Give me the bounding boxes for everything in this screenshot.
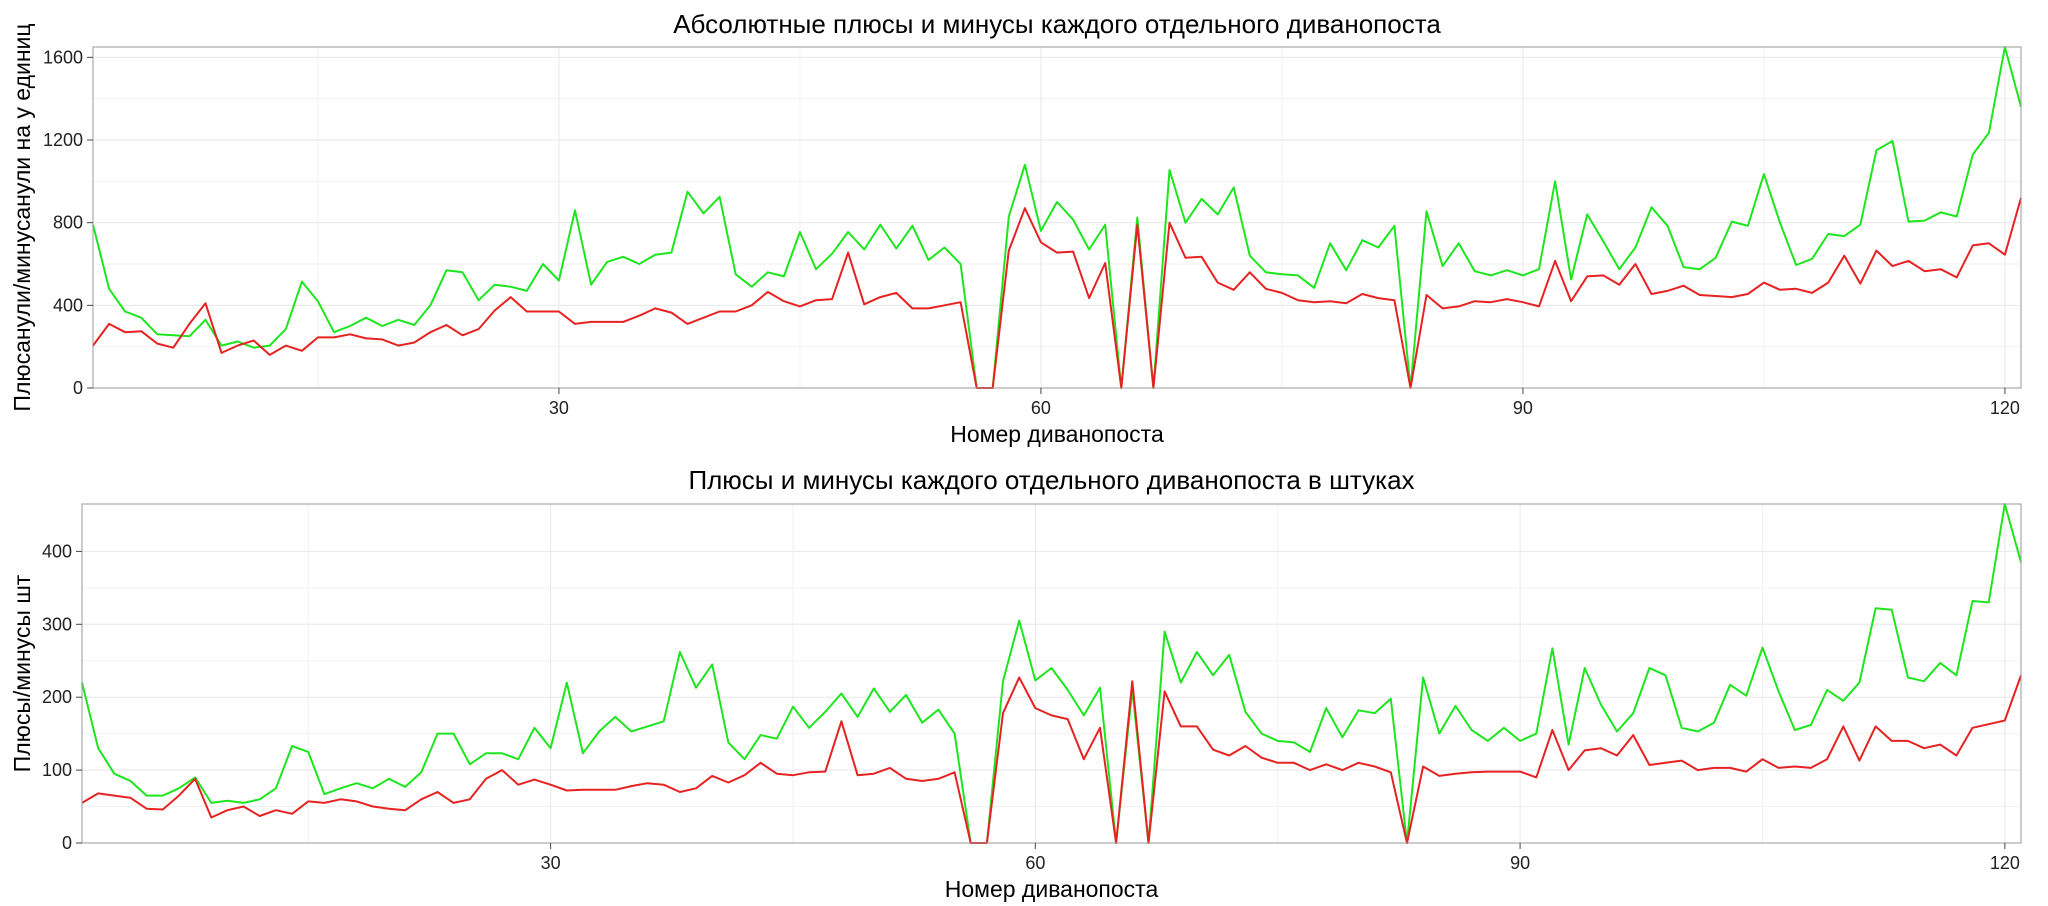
series-line-red [81,674,2022,844]
y-tick-label: 100 [42,760,72,780]
plot-panel [82,504,2021,843]
series-line-green [92,46,2022,389]
x-tick-label: 30 [541,853,561,873]
x-tick-label: 120 [1990,398,2020,418]
chart-title: Абсолютные плюсы и минусы каждого отдель… [673,9,1441,39]
y-tick-label: 1600 [43,47,83,67]
y-tick-label: 200 [42,687,72,707]
chart-1: 0 400 800 1200 1600 30 60 90 120 Абсолютные плюсы… [9,9,2022,447]
plot-border [81,503,2022,844]
chart-2: 0 100 200 300 400 30 60 90 120 Плюсы и минусы каж… [9,465,2022,902]
series-line-red [92,197,2022,389]
plot-panel [93,47,2021,388]
plot-border [92,46,2022,389]
y-tick-label: 800 [53,213,83,233]
x-tick-label: 60 [1031,398,1051,418]
x-axis-label: Номер диванопоста [950,421,1164,447]
y-tick-label: 1200 [43,130,83,150]
y-axis-label: Плюсанули/минусанули на y единиц [9,23,35,411]
x-tick-label: 90 [1510,853,1530,873]
x-tick-label: 60 [1025,853,1045,873]
y-tick-label: 300 [42,614,72,634]
y-tick-label: 0 [73,378,83,398]
chart-title: Плюсы и минусы каждого отдельного дивано… [688,465,1414,495]
x-tick-label: 90 [1513,398,1533,418]
x-tick-label: 30 [549,398,569,418]
x-tick-label: 120 [1990,853,2020,873]
series-line-green [81,503,2022,844]
y-tick-label: 0 [62,833,72,853]
y-tick-label: 400 [42,541,72,561]
x-axis-label: Номер диванопоста [945,876,1159,902]
y-tick-label: 400 [53,295,83,315]
y-axis-label: Плюсы/минусы шт [9,574,35,772]
